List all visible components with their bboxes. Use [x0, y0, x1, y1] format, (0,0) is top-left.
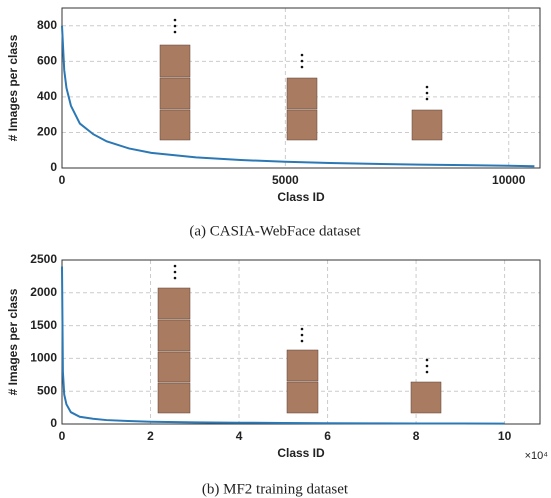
caption: (b) MF2 training dataset: [202, 481, 349, 497]
y-tick-label: 600: [37, 54, 57, 68]
figure: 050010001500200025000246810Class ID# Ima…: [0, 0, 551, 498]
y-axis-label: # Images per class: [6, 288, 20, 395]
x-tick-label: 4: [236, 429, 243, 443]
x-tick-label: 5000: [272, 173, 299, 187]
x-axis-label: Class ID: [277, 190, 325, 204]
x-tick-label: 10000: [492, 173, 526, 187]
y-tick-label: 2000: [30, 285, 57, 299]
y-tick-label: 0: [50, 416, 57, 430]
y-tick-label: 400: [37, 89, 57, 103]
subplot: 0 500 1000 1500 2000 2500 0 2 4 6 8 10 Class ID # Ima…: [6, 252, 548, 497]
y-tick-label: 0: [50, 160, 57, 174]
x-tick-label: 6: [324, 429, 331, 443]
y-tick-label: 2500: [30, 252, 57, 266]
caption: (a) CASIA-WebFace dataset: [189, 223, 361, 239]
y-tick-label: 800: [37, 18, 57, 32]
x-axis-label: Class ID: [277, 446, 325, 460]
y-tick-label: 500: [37, 383, 57, 397]
subplot: 0 200 400 600 800 0 5000 10000 Class ID # Images …: [6, 8, 540, 239]
y-tick-label: 200: [37, 125, 57, 139]
y-tick-label: 1500: [30, 318, 57, 332]
x-tick-label: 2: [147, 429, 154, 443]
x-exponent-label: ×10⁴: [525, 450, 549, 462]
x-tick-label: 0: [59, 429, 66, 443]
x-tick-label: 10: [498, 429, 512, 443]
x-tick-label: 0: [59, 173, 66, 187]
y-axis-label: # Images per class: [6, 34, 20, 141]
y-tick-label: 1000: [30, 351, 57, 365]
x-tick-label: 8: [413, 429, 420, 443]
